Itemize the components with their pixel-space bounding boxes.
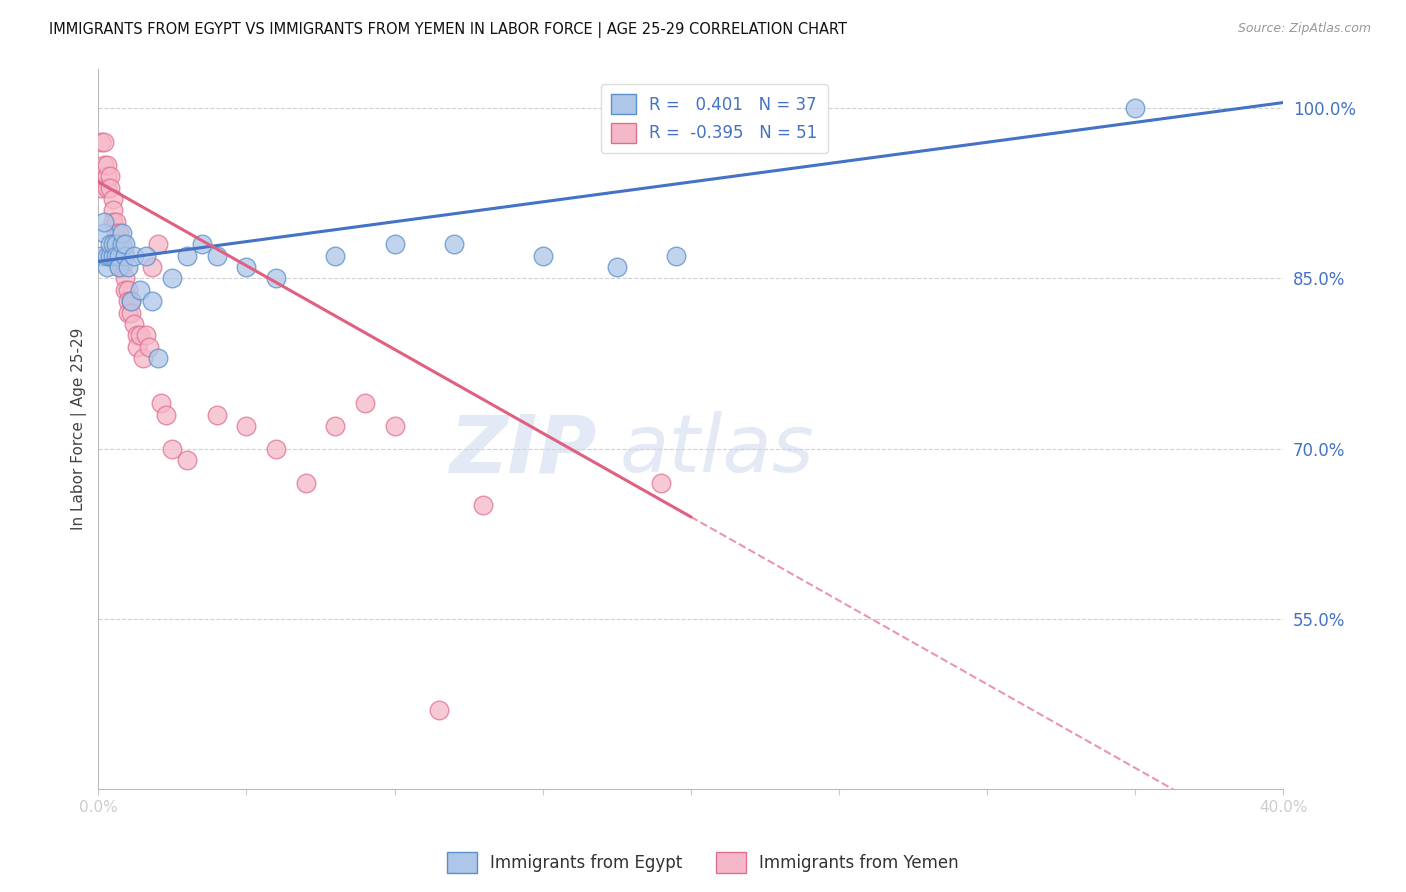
Point	[105, 226, 128, 240]
Point	[117, 283, 139, 297]
Point	[155, 408, 177, 422]
Point	[162, 442, 184, 456]
Point	[354, 396, 377, 410]
Point	[101, 215, 124, 229]
Point	[176, 453, 198, 467]
Point	[427, 703, 450, 717]
Point	[162, 271, 184, 285]
Point	[98, 180, 121, 194]
Point	[101, 249, 124, 263]
Point	[105, 237, 128, 252]
Point	[93, 226, 115, 240]
Point	[108, 237, 131, 252]
Point	[111, 237, 134, 252]
Point	[93, 158, 115, 172]
Point	[125, 328, 148, 343]
Point	[96, 249, 118, 263]
Point	[650, 475, 672, 490]
Point	[122, 249, 145, 263]
Point	[90, 136, 112, 150]
Point	[101, 192, 124, 206]
Point	[264, 271, 287, 285]
Point	[108, 249, 131, 263]
Legend: Immigrants from Egypt, Immigrants from Yemen: Immigrants from Egypt, Immigrants from Y…	[440, 846, 966, 880]
Point	[114, 271, 136, 285]
Point	[96, 180, 118, 194]
Point	[665, 249, 688, 263]
Point	[323, 249, 346, 263]
Point	[114, 237, 136, 252]
Point	[98, 249, 121, 263]
Point	[98, 237, 121, 252]
Point	[90, 249, 112, 263]
Point	[114, 283, 136, 297]
Point	[96, 169, 118, 184]
Point	[135, 328, 157, 343]
Point	[117, 294, 139, 309]
Point	[472, 499, 495, 513]
Point	[128, 328, 150, 343]
Point	[149, 396, 172, 410]
Point	[264, 442, 287, 456]
Point	[294, 475, 316, 490]
Point	[101, 203, 124, 218]
Point	[531, 249, 554, 263]
Point	[105, 249, 128, 263]
Point	[111, 249, 134, 263]
Y-axis label: In Labor Force | Age 25-29: In Labor Force | Age 25-29	[72, 327, 87, 530]
Point	[384, 237, 406, 252]
Point	[235, 260, 257, 274]
Point	[128, 283, 150, 297]
Legend: R =   0.401   N = 37, R =  -0.395   N = 51: R = 0.401 N = 37, R = -0.395 N = 51	[602, 84, 828, 153]
Point	[101, 237, 124, 252]
Point	[443, 237, 465, 252]
Point	[93, 136, 115, 150]
Point	[111, 260, 134, 274]
Point	[117, 305, 139, 319]
Point	[606, 260, 628, 274]
Point	[191, 237, 214, 252]
Point	[111, 226, 134, 240]
Point	[135, 249, 157, 263]
Point	[141, 294, 163, 309]
Point	[384, 419, 406, 434]
Point	[132, 351, 155, 365]
Point	[96, 260, 118, 274]
Point	[96, 158, 118, 172]
Text: IMMIGRANTS FROM EGYPT VS IMMIGRANTS FROM YEMEN IN LABOR FORCE | AGE 25-29 CORREL: IMMIGRANTS FROM EGYPT VS IMMIGRANTS FROM…	[49, 22, 848, 38]
Point	[93, 215, 115, 229]
Point	[120, 305, 142, 319]
Point	[205, 408, 228, 422]
Point	[1123, 101, 1146, 115]
Point	[125, 340, 148, 354]
Point	[117, 260, 139, 274]
Point	[105, 215, 128, 229]
Point	[120, 294, 142, 309]
Point	[235, 419, 257, 434]
Point	[122, 317, 145, 331]
Text: Source: ZipAtlas.com: Source: ZipAtlas.com	[1237, 22, 1371, 36]
Point	[120, 294, 142, 309]
Text: ZIP: ZIP	[449, 411, 596, 490]
Point	[141, 260, 163, 274]
Point	[114, 249, 136, 263]
Point	[176, 249, 198, 263]
Point	[146, 351, 169, 365]
Point	[108, 226, 131, 240]
Point	[146, 237, 169, 252]
Point	[90, 180, 112, 194]
Text: atlas: atlas	[620, 411, 814, 490]
Point	[108, 260, 131, 274]
Point	[323, 419, 346, 434]
Point	[138, 340, 160, 354]
Point	[205, 249, 228, 263]
Point	[108, 260, 131, 274]
Point	[108, 249, 131, 263]
Point	[98, 169, 121, 184]
Point	[105, 237, 128, 252]
